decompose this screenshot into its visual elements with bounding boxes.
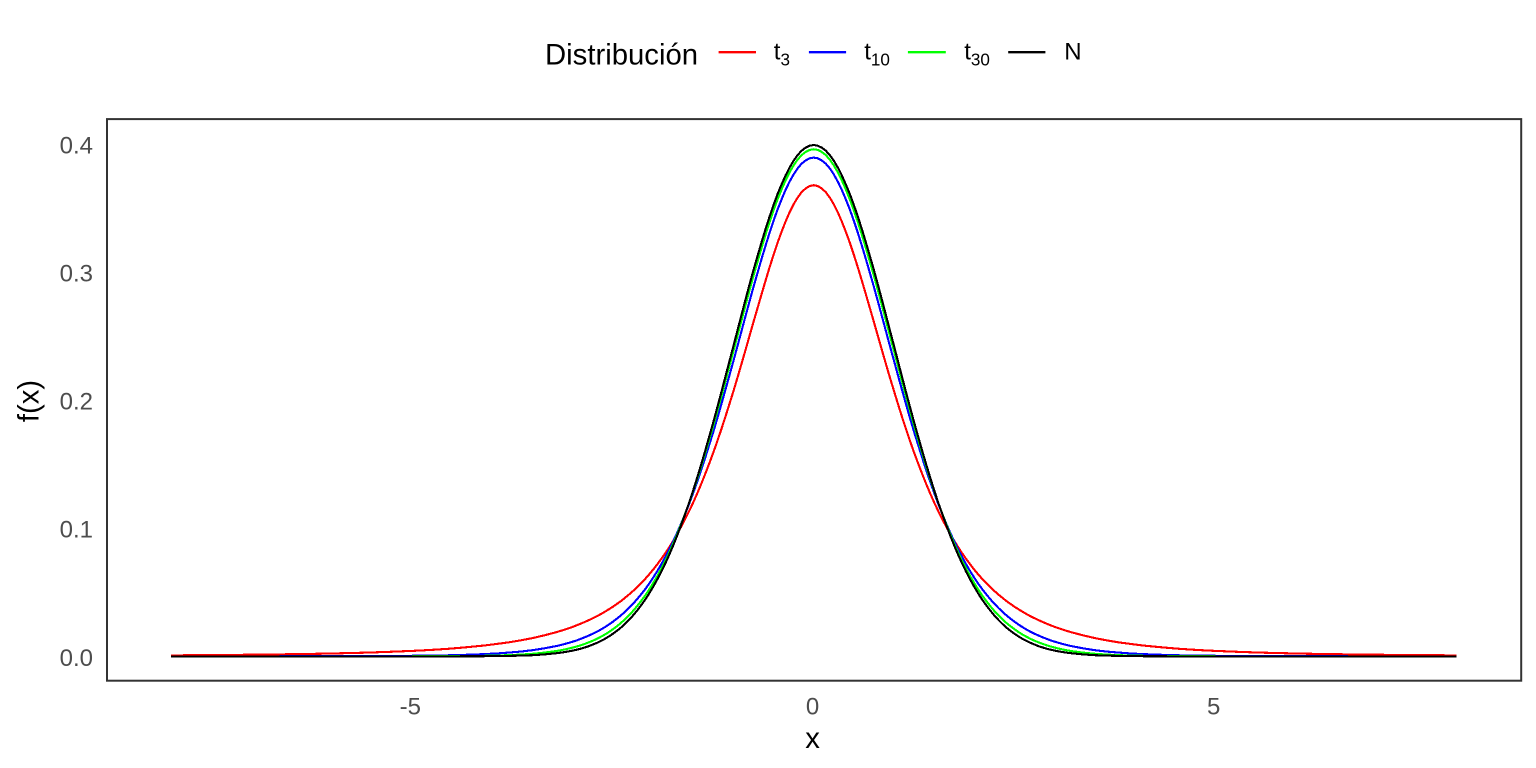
svg-text:0.1: 0.1 xyxy=(60,517,93,544)
svg-text:t10: t10 xyxy=(864,39,890,70)
svg-text:0.4: 0.4 xyxy=(60,132,93,159)
svg-text:N: N xyxy=(1064,39,1081,66)
svg-text:x: x xyxy=(805,722,820,755)
svg-text:Distribución: Distribución xyxy=(545,39,698,72)
svg-text:-5: -5 xyxy=(400,693,421,720)
svg-text:0.0: 0.0 xyxy=(60,645,93,672)
svg-text:0: 0 xyxy=(806,693,819,720)
svg-text:0.2: 0.2 xyxy=(60,389,93,416)
svg-text:0.3: 0.3 xyxy=(60,260,93,287)
svg-text:5: 5 xyxy=(1207,693,1220,720)
svg-text:f(x): f(x) xyxy=(13,380,46,422)
